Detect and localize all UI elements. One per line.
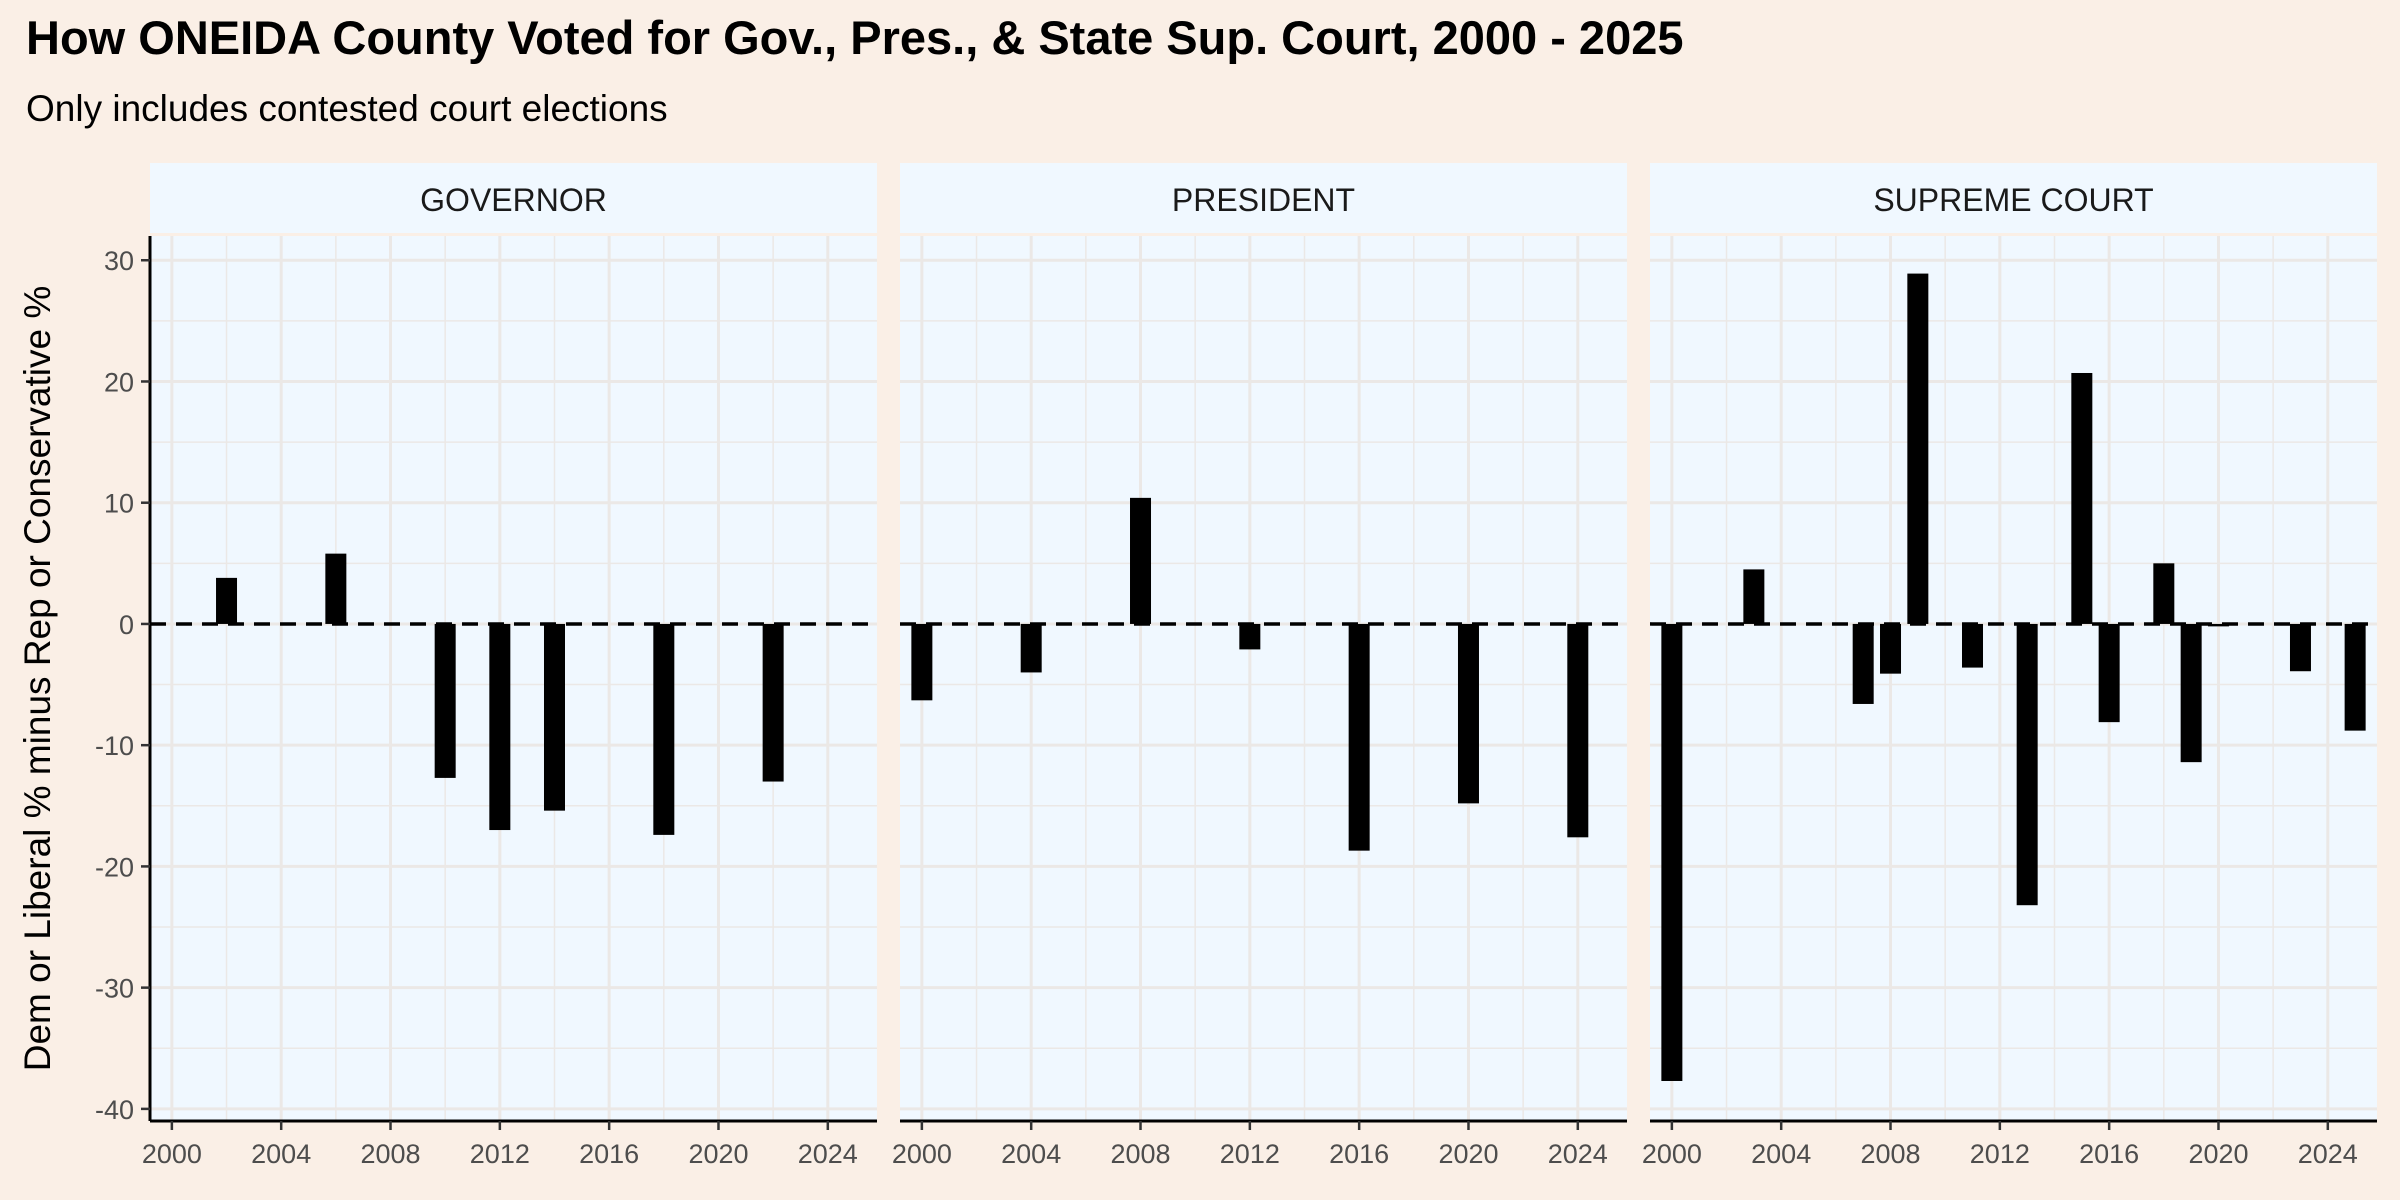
x-tick-label: 2008 (360, 1139, 420, 1169)
y-tick-label: 10 (104, 489, 134, 519)
x-tick-label: 2020 (688, 1139, 748, 1169)
bar (1567, 623, 1589, 838)
x-tick-label: 2008 (1860, 1139, 1920, 1169)
y-tick-label: -30 (95, 974, 134, 1004)
plot-area (150, 236, 877, 1121)
x-tick-label: 2020 (1438, 1139, 1498, 1169)
bar (2153, 563, 2175, 624)
chart-title: How ONEIDA County Voted for Gov., Pres.,… (26, 11, 1684, 64)
x-tick-label: 2024 (798, 1139, 858, 1169)
bar (1457, 623, 1479, 804)
bar (762, 623, 784, 782)
bar (216, 577, 238, 624)
bar (2071, 372, 2093, 624)
plot-area (900, 236, 1627, 1121)
bar (2180, 623, 2202, 763)
facet-strip (1650, 163, 2377, 233)
x-tick-label: 2000 (142, 1139, 202, 1169)
bar (325, 553, 347, 624)
x-tick-label: 2012 (470, 1139, 530, 1169)
bar (1661, 623, 1683, 1081)
x-tick-label: 2016 (2079, 1139, 2139, 1169)
bar (2098, 623, 2120, 723)
x-tick-label: 2016 (1329, 1139, 1389, 1169)
bar (1348, 623, 1370, 851)
facet-label: PRESIDENT (1172, 182, 1355, 218)
bar (1239, 623, 1261, 650)
y-tick-label: 0 (119, 610, 134, 640)
bar (1130, 497, 1152, 624)
x-tick-label: 2024 (1548, 1139, 1608, 1169)
facet-strip (150, 163, 877, 233)
chart-subtitle: Only includes contested court elections (26, 88, 668, 129)
bar (434, 623, 456, 778)
bar (1743, 569, 1765, 624)
x-tick-label: 2012 (1970, 1139, 2030, 1169)
bar (1962, 623, 1984, 668)
y-tick-label: -40 (95, 1095, 134, 1125)
bar (2289, 623, 2311, 672)
bar (2207, 623, 2229, 627)
y-tick-label: -20 (95, 852, 134, 882)
x-tick-label: 2000 (1642, 1139, 1702, 1169)
x-tick-label: 2016 (579, 1139, 639, 1169)
panel-president: PRESIDENT 2000 2004 2008 2012 2016 2020 2024 (892, 163, 1627, 1169)
x-tick-label: 2000 (892, 1139, 952, 1169)
bar (1907, 273, 1929, 624)
facet-strip (900, 163, 1627, 233)
bar (1880, 623, 1902, 674)
y-tick-label: -10 (95, 731, 134, 761)
y-tick-label: 30 (104, 246, 134, 276)
bar (489, 623, 511, 831)
x-tick-label: 2008 (1110, 1139, 1170, 1169)
x-tick-label: 2024 (2298, 1139, 2358, 1169)
panel-governor: GOVERNOR 2000 2004 2008 2012 2016 2020 2024 (142, 163, 877, 1169)
y-axis-title: Dem or Liberal % minus Rep or Conservati… (17, 286, 58, 1072)
bar (2016, 623, 2038, 906)
bar (911, 623, 933, 701)
plot-area (1650, 236, 2377, 1121)
bar (543, 623, 565, 811)
bar (653, 623, 675, 835)
bar (1852, 623, 1874, 704)
x-tick-label: 2004 (251, 1139, 311, 1169)
facet-label: SUPREME COURT (1873, 182, 2153, 218)
facet-label: GOVERNOR (420, 182, 607, 218)
bar (1020, 623, 1042, 673)
x-tick-label: 2004 (1001, 1139, 1061, 1169)
panel-supreme-court: SUPREME COURT 2000 2004 2008 2012 2016 2020 202… (1642, 163, 2377, 1169)
x-tick-label: 2004 (1751, 1139, 1811, 1169)
x-tick-label: 2012 (1220, 1139, 1280, 1169)
y-tick-label: 20 (104, 367, 134, 397)
x-tick-label: 2020 (2188, 1139, 2248, 1169)
bar (2344, 623, 2366, 731)
